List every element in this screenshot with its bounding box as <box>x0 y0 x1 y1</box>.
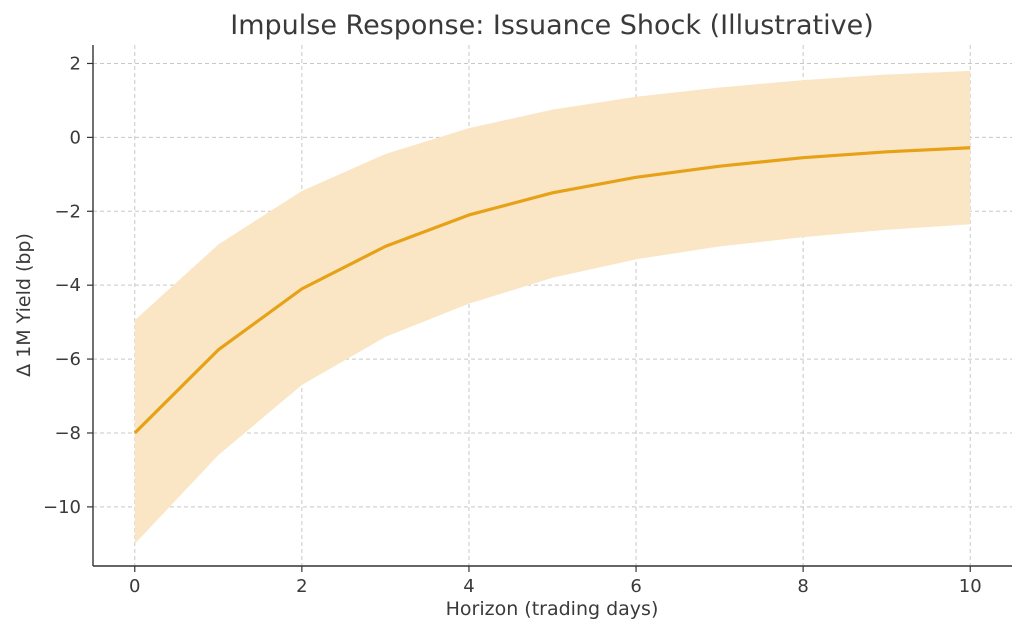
x-axis-label: Horizon (trading days) <box>446 598 659 620</box>
x-tick-label: 4 <box>463 576 474 597</box>
x-tick-label: 10 <box>959 576 982 597</box>
y-tick-label: −2 <box>54 201 81 222</box>
y-ticks: 2 0 −2 −4 −6 −8 −10 <box>43 53 93 518</box>
y-tick-label: −6 <box>54 349 81 370</box>
y-tick-label: −4 <box>54 275 81 296</box>
series-line <box>133 146 971 435</box>
y-tick-label: −10 <box>43 497 81 518</box>
x-tick-label: 6 <box>630 576 641 597</box>
y-tick-label: 2 <box>70 53 81 74</box>
x-tick-label: 0 <box>129 576 140 597</box>
y-axis-label: Δ 1M Yield (bp) <box>13 233 35 377</box>
y-tick-label: 0 <box>70 127 81 148</box>
confidence-band <box>134 70 971 544</box>
chart-title: Impulse Response: Issuance Shock (Illust… <box>230 10 874 41</box>
y-tick-label: −8 <box>54 423 81 444</box>
x-tick-label: 8 <box>797 576 808 597</box>
x-ticks: 0 2 4 6 8 10 <box>129 566 982 597</box>
x-tick-label: 2 <box>296 576 307 597</box>
